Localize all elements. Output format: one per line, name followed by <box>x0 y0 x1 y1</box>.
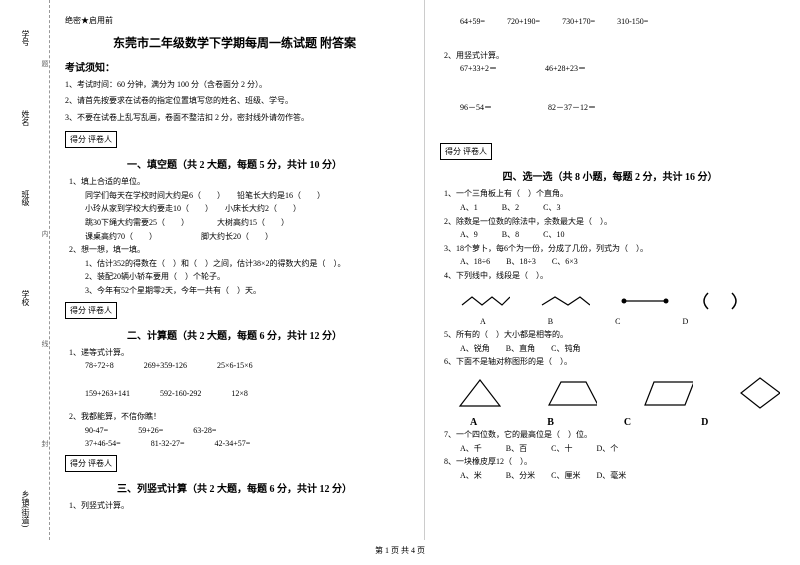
q3-r1-0: 78÷72÷8 <box>85 359 114 373</box>
q6-l5o: A、锐角 B、直角 C、钝角 <box>460 342 780 356</box>
dash-4: 线 <box>40 340 50 347</box>
line-option-c <box>620 293 670 309</box>
score-box-4: 得分 评卷人 <box>440 143 492 160</box>
q1-r3b: 大树高约15（ ） <box>217 218 289 227</box>
page-container: 学号 姓名 班级 学校 乡镇(街道) 题 内 线 封 绝密★启用前 东莞市二年级… <box>0 0 800 540</box>
q2-stem: 2、想一想，填一填。 <box>69 243 404 257</box>
q5-r2a: 67+33+2＝ <box>460 64 497 73</box>
margin-label-3: 班级 <box>20 190 31 206</box>
dash-1: 题 <box>40 60 50 67</box>
content-area: 绝密★启用前 东莞市二年级数学下学期每周一练试题 附答案 考试须知： 1、考试时… <box>50 0 800 540</box>
q1-r2b: 小床长大约2（ ） <box>225 204 301 213</box>
opt-b: B <box>548 315 553 329</box>
opt-a: A <box>480 315 486 329</box>
dash-5: 封 <box>40 440 50 447</box>
shape-parallelogram <box>642 377 693 409</box>
section-3-title: 三、列竖式计算（共 2 大题，每题 6 分，共计 12 分） <box>65 480 404 495</box>
q6-l8o: A、米 B、分米 C、厘米 D、毫米 <box>460 469 780 483</box>
shape-b: B <box>547 417 554 428</box>
q6-l3: 3、18个萝卜，每6个为一份，分成了几份，列式为（ ）。 <box>444 242 780 256</box>
line-option-b <box>540 293 590 309</box>
q2-l1: 1、估计352的得数在（ ）和（ ）之间，估计38×2的得数大约是（ ）。 <box>85 257 404 271</box>
score-box-2: 得分 评卷人 <box>65 302 117 319</box>
margin-label-6: 乡镇(街道) <box>20 490 31 527</box>
notice-title: 考试须知： <box>65 59 404 74</box>
q6-l8: 8、一块橡皮厚12（ ）。 <box>444 455 780 469</box>
q5-stem2: 2、用竖式计算。 <box>444 49 780 63</box>
q6-l7o: A、千 B、百 C、十 D、个 <box>460 442 780 456</box>
q4-r2-0: 37+46-54= <box>85 437 121 451</box>
q6-l1: 1、一个三角板上有（ ）个直角。 <box>444 187 780 201</box>
q2-l3: 3、今年有52个星期零2天，今年一共有（ ）天。 <box>85 284 404 298</box>
score-box-1: 得分 评卷人 <box>65 131 117 148</box>
q6-l2o: A、9 B、8 C、10 <box>460 228 780 242</box>
q5-r1-3: 310-150= <box>617 15 648 29</box>
q6-l6: 6、下面不是轴对称图形的是（ ）。 <box>444 355 780 369</box>
notice-2: 2、请首先按要求在试卷的指定位置填写您的姓名、班级、学号。 <box>65 94 404 108</box>
q5-r3a: 96－54＝ <box>460 103 492 112</box>
page-footer: 第 1 页 共 4 页 <box>0 540 800 556</box>
confidential-mark: 绝密★启用前 <box>65 15 404 26</box>
q3-stem: 1、递等式计算。 <box>69 346 404 360</box>
section-2-title: 二、计算题（共 2 大题，每题 6 分，共计 12 分） <box>65 327 404 342</box>
opt-c: C <box>615 315 620 329</box>
q4-r2-2: 42-34+57= <box>215 437 251 451</box>
q6-l2: 2、除数是一位数的除法中，余数最大是（ ）。 <box>444 215 780 229</box>
q6-l4: 4、下列线中，线段是（ ）。 <box>444 269 780 283</box>
line-option-d <box>700 291 740 311</box>
q1-r2a: 小玲从家到学校大约要走10（ ） <box>85 204 209 213</box>
shape-diamond <box>738 375 780 411</box>
section-1-title: 一、填空题（共 2 大题，每题 5 分，共计 10 分） <box>65 156 404 171</box>
q6-l7: 7、一个四位数，它的最高位是（ ）位。 <box>444 428 780 442</box>
right-column: 64+59=720+190=730+170=310-150= 2、用竖式计算。 … <box>425 0 800 540</box>
shape-options-row <box>455 375 780 411</box>
q5-stem: 1、列竖式计算。 <box>69 499 404 513</box>
shape-triangle <box>455 377 501 409</box>
q4-r1-2: 63-28= <box>193 424 216 438</box>
q1-r4a: 课桌高约70（ ） <box>85 232 153 241</box>
q4-stem: 2、我都能算，不信你瞧！ <box>69 410 404 424</box>
q5-r1-0: 64+59= <box>460 15 485 29</box>
notice-1: 1、考试时间：60 分钟，满分为 100 分（含卷面分 2 分）。 <box>65 78 404 92</box>
shape-d: D <box>701 417 708 428</box>
q3-r1-1: 269+359-126 <box>144 359 187 373</box>
q4-r1-1: 59+26= <box>138 424 163 438</box>
q1-r4b: 脚大约长20（ ） <box>201 232 273 241</box>
shape-trapezoid <box>546 377 597 409</box>
q1-stem: 1、填上合适的单位。 <box>69 175 404 189</box>
q4-r2-1: 81-32-27= <box>151 437 185 451</box>
margin-label-4: 学校 <box>20 290 31 306</box>
q5-r2b: 46+28+23＝ <box>545 64 586 73</box>
opt-d: D <box>682 315 688 329</box>
line-option-a <box>460 293 510 309</box>
q5-r1-2: 730+170= <box>562 15 595 29</box>
binding-margin: 学号 姓名 班级 学校 乡镇(街道) 题 内 线 封 <box>0 0 50 540</box>
q1-r3a: 跳30下绳大约需要25（ ） <box>85 218 185 227</box>
shape-c: C <box>624 417 631 428</box>
q3-r2-2: 12×8 <box>231 387 248 401</box>
q4-r1-0: 90-47= <box>85 424 108 438</box>
q1-r1b: 铅笔长大约是16（ ） <box>237 191 325 200</box>
q6-l1o: A、1 B、2 C、3 <box>460 201 780 215</box>
score-box-3: 得分 评卷人 <box>65 455 117 472</box>
q3-r2-0: 159+263+141 <box>85 387 130 401</box>
shape-a: A <box>470 417 477 428</box>
q2-l2: 2、装配20辆小轿车要用（ ）个轮子。 <box>85 270 404 284</box>
q6-l5: 5、所有的（ ）大小都是相等的。 <box>444 328 780 342</box>
q6-l3o: A、18÷6 B、18÷3 C、6×3 <box>460 255 780 269</box>
notice-3: 3、不要在试卷上乱写乱画，卷面不整洁扣 2 分，密封线外请勿作答。 <box>65 111 404 125</box>
q5-r1-1: 720+190= <box>507 15 540 29</box>
left-column: 绝密★启用前 东莞市二年级数学下学期每周一练试题 附答案 考试须知： 1、考试时… <box>50 0 425 540</box>
margin-label-1: 学号 <box>20 30 31 46</box>
exam-title: 东莞市二年级数学下学期每周一练试题 附答案 <box>65 34 404 51</box>
section-4-title: 四、选一选（共 8 小题，每题 2 分，共计 16 分） <box>440 168 780 183</box>
line-options-row <box>460 291 780 311</box>
q1-r1a: 同学们每天在学校时间大约是6（ ） <box>85 191 221 200</box>
q5-r3b: 82－37－12＝ <box>548 103 596 112</box>
margin-label-2: 姓名 <box>20 110 31 126</box>
q3-r2-1: 592-160-292 <box>160 387 201 401</box>
q3-r1-2: 25×6-15×6 <box>217 359 253 373</box>
dash-3: 内 <box>40 230 50 237</box>
